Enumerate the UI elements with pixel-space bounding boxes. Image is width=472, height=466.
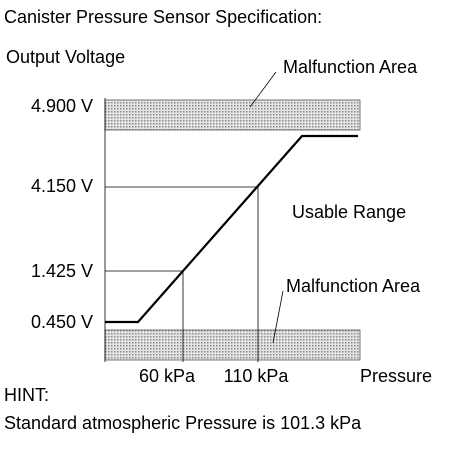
area-label: Usable Range — [292, 202, 406, 222]
malfunction-band-top — [104, 99, 361, 131]
area-label: Malfunction Area — [286, 276, 421, 296]
leader-line — [272, 290, 284, 344]
output-curve — [105, 134, 358, 324]
malfunction-band-bottom — [104, 329, 361, 361]
title: Canister Pressure Sensor Specification: — [4, 7, 322, 27]
x-label: 110 kPa — [224, 366, 290, 386]
hint-text: Standard atmospheric Pressure is 101.3 k… — [4, 413, 362, 433]
hint-title: HINT: — [4, 385, 49, 405]
y-label: 0.450 V — [31, 312, 93, 332]
y-label: 4.900 V — [31, 96, 93, 116]
y-label: 4.150 V — [31, 176, 93, 196]
x-axis-label: Pressure — [360, 366, 432, 386]
leader-line — [249, 71, 277, 108]
x-label: 60 kPa — [139, 366, 196, 386]
area-label: Malfunction Area — [283, 57, 418, 77]
y-axis-label: Output Voltage — [6, 47, 125, 67]
y-label: 1.425 V — [31, 261, 93, 281]
